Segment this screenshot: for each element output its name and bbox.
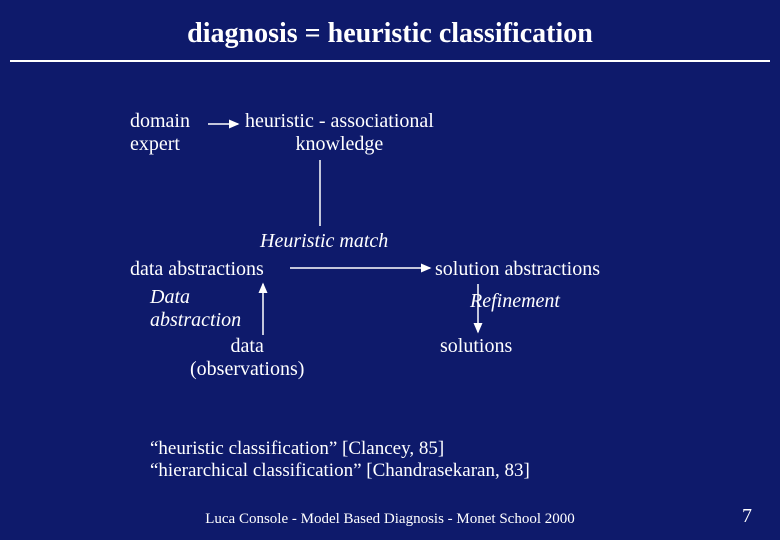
data-obs-line1: data [231, 335, 264, 357]
data-abstraction-side-label: Data abstraction [150, 286, 241, 332]
data-abstractions-label: data abstractions [130, 258, 264, 281]
solution-abstractions-label: solution abstractions [435, 258, 600, 281]
solutions-label: solutions [440, 335, 512, 358]
heuristic-match-label: Heuristic match [260, 230, 388, 253]
heuristic-knowledge-label: heuristic - associational knowledge [245, 110, 434, 156]
refinement-label: Refinement [470, 290, 560, 313]
domain-expert-label: domain expert [130, 110, 190, 156]
data-observations-label: data (observations) [190, 335, 304, 381]
citation-line2: “hierarchical classification” [Chandrase… [150, 460, 530, 481]
heuristic-knowledge-line1: heuristic - associational [245, 110, 434, 132]
data-abstraction-side-line2: abstraction [150, 309, 241, 331]
citation-line1: “heuristic classification” [Clancey, 85] [150, 438, 444, 459]
data-abstraction-side-line1: Data [150, 286, 190, 308]
page-number: 7 [742, 505, 752, 528]
domain-expert-line2: expert [130, 133, 180, 155]
data-obs-line2: (observations) [190, 358, 304, 380]
slide-footer: Luca Console - Model Based Diagnosis - M… [0, 511, 780, 528]
slide: diagnosis = heuristic classification dom… [0, 0, 780, 540]
citation-notes: “heuristic classification” [Clancey, 85]… [150, 438, 530, 482]
domain-expert-line1: domain [130, 110, 190, 132]
heuristic-knowledge-line2: knowledge [296, 133, 384, 155]
